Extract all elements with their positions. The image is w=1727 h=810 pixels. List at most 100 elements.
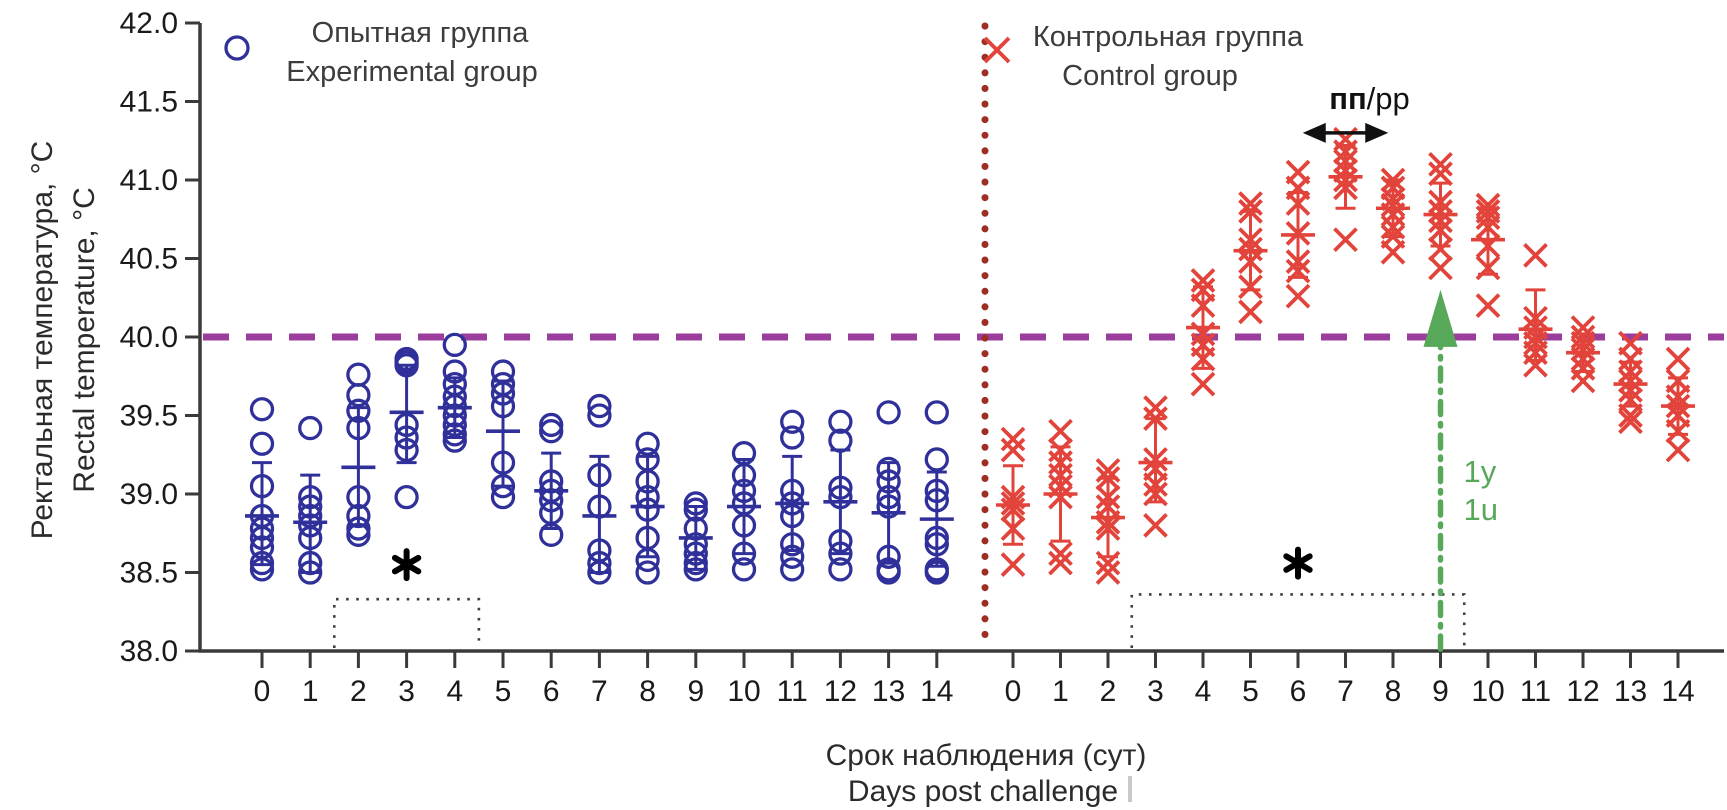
- x-marker: [1143, 481, 1168, 507]
- significance-asterisk-experimental: [391, 548, 422, 582]
- asterisk-stroke: [391, 554, 422, 575]
- y-axis-title-ru: Ректальная температура, °C: [26, 141, 59, 540]
- challenge-arrow-label: 1y: [1464, 454, 1497, 489]
- arrowhead-left: [1302, 122, 1326, 143]
- circle-marker: [587, 550, 612, 576]
- circle-marker: [876, 494, 901, 519]
- day-group: [1091, 458, 1125, 585]
- day-group: [1566, 315, 1600, 394]
- circle-marker: [876, 400, 901, 425]
- x-marker: [1000, 552, 1026, 577]
- circle-marker: [876, 544, 901, 569]
- x-marker: [1095, 465, 1121, 491]
- circle-marker: [442, 359, 467, 384]
- day-group: [341, 362, 376, 547]
- x-marker-stroke: [1143, 395, 1168, 420]
- circle-marker: [780, 478, 805, 504]
- x-marker: [1285, 221, 1311, 246]
- circle-marker: [876, 469, 901, 494]
- x-marker-stroke: [1570, 368, 1596, 394]
- y-tick-label: 42.0: [120, 7, 178, 40]
- day-group: [1043, 418, 1078, 576]
- y-tick-label: 40.5: [120, 243, 178, 276]
- day-group: [678, 491, 713, 582]
- x-marker-stroke: [1428, 199, 1453, 224]
- y-tick-label: 38.5: [120, 557, 178, 590]
- x-marker-stroke: [1475, 205, 1501, 231]
- x-tick-label: 0: [254, 675, 271, 708]
- x-marker: [1000, 437, 1026, 463]
- circle-marker: [828, 557, 853, 582]
- x-marker-stroke: [1475, 233, 1501, 259]
- x-tick-label: 12: [1566, 675, 1599, 708]
- x-marker-stroke: [1665, 437, 1691, 463]
- x-marker: [1380, 214, 1406, 240]
- x-tick-label: 5: [495, 675, 512, 708]
- day-group: [775, 409, 810, 582]
- x-marker-stroke: [1238, 227, 1263, 253]
- day-group: [919, 400, 954, 585]
- x-marker-stroke: [1618, 359, 1643, 384]
- circle-marker: [298, 550, 323, 576]
- x-marker-stroke: [1665, 393, 1691, 419]
- circle-marker: [635, 560, 660, 585]
- x-marker: [1428, 255, 1453, 281]
- circle-marker: [490, 473, 516, 499]
- circle-marker: [683, 532, 708, 557]
- x-tick-label: 2: [1100, 675, 1117, 708]
- x-marker: [1238, 249, 1263, 274]
- circle-marker: [683, 541, 708, 566]
- x-tick-label: 3: [398, 675, 415, 708]
- circle-marker: [587, 463, 612, 488]
- x-marker-stroke: [1000, 516, 1026, 541]
- x-marker-stroke: [1618, 409, 1643, 435]
- legend-control: Контрольная группа Control group: [983, 21, 1304, 92]
- circle-marker: [442, 403, 467, 428]
- circle-marker: [490, 484, 516, 510]
- legend-experimental: Опытная группа Experimental group: [224, 17, 538, 88]
- x-marker-stroke: [1523, 330, 1548, 356]
- x-marker: [1475, 233, 1501, 259]
- asterisk-stroke: [1283, 553, 1313, 573]
- circle-marker: [298, 560, 323, 585]
- circle-marker: [731, 557, 757, 582]
- x-marker-stroke: [1523, 243, 1548, 268]
- pyrexia-period-arrow: [1302, 122, 1389, 143]
- circle-marker: [346, 382, 371, 408]
- circle-marker: [924, 532, 949, 557]
- x-marker-stroke: [1238, 274, 1263, 300]
- y-tick-label: 39.0: [120, 478, 178, 511]
- circle-marker: [924, 447, 949, 472]
- x-marker: [1000, 516, 1026, 541]
- x-marker-stroke: [1428, 217, 1453, 243]
- x-tick-label: 8: [1385, 675, 1402, 708]
- x-marker-stroke: [1380, 192, 1406, 218]
- circle-marker: [539, 419, 564, 444]
- circle-marker: [442, 393, 467, 419]
- arrowhead-right: [1365, 122, 1389, 143]
- y-tick-label: 41.0: [120, 164, 178, 197]
- x-marker-stroke: [1190, 371, 1216, 397]
- x-marker-stroke: [1000, 426, 1026, 452]
- circle-marker: [490, 381, 516, 406]
- x-marker-stroke: [1570, 346, 1596, 372]
- day-group: [1661, 346, 1695, 463]
- x-marker: [1333, 175, 1358, 201]
- x-marker: [1000, 426, 1026, 452]
- circle-marker: [490, 393, 516, 419]
- circle-marker: [876, 456, 901, 482]
- x-marker: [1095, 458, 1121, 483]
- circle-marker: [587, 403, 612, 428]
- x-marker: [1238, 191, 1263, 216]
- x-marker-stroke: [1143, 472, 1168, 497]
- x-marker-stroke: [1285, 221, 1311, 246]
- x-marker-stroke: [1190, 321, 1216, 347]
- x-marker: [1523, 352, 1548, 378]
- circle-marker: [490, 450, 516, 475]
- day-group: [486, 359, 520, 510]
- x-marker: [1238, 274, 1263, 300]
- x-marker-stroke: [1523, 352, 1548, 378]
- circle-marker: [249, 473, 275, 499]
- x-marker-stroke: [1380, 214, 1406, 240]
- day-group: [437, 332, 472, 453]
